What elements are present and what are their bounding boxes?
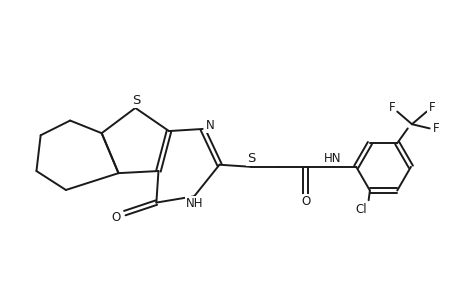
Text: N: N [205, 119, 214, 132]
Text: F: F [388, 101, 395, 114]
Text: NH: NH [186, 197, 203, 210]
Text: F: F [427, 101, 434, 114]
Text: S: S [132, 94, 140, 107]
Text: F: F [432, 122, 438, 135]
Text: S: S [246, 152, 255, 165]
Text: O: O [301, 195, 310, 208]
Text: Cl: Cl [355, 203, 366, 216]
Text: HN: HN [324, 152, 341, 165]
Text: O: O [112, 211, 121, 224]
